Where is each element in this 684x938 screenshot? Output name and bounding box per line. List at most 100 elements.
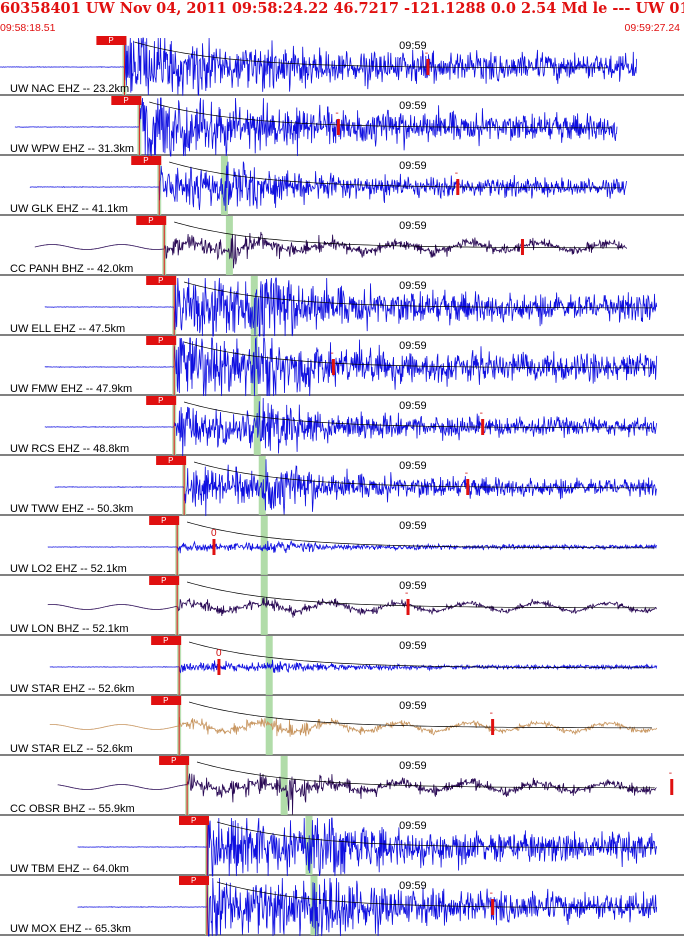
p-pick-box[interactable]: [96, 36, 127, 45]
p-pick-box[interactable]: [156, 456, 187, 465]
coda-decay-curve: [149, 101, 613, 129]
s-arrival-band: [258, 456, 266, 515]
grid-time-label: 09:59: [399, 220, 427, 232]
coda-marker-label: 0: [216, 648, 222, 659]
p-pick-box[interactable]: [149, 516, 180, 525]
p-pick-box[interactable]: [146, 276, 177, 285]
coda-end-marker[interactable]: [670, 779, 674, 795]
coda-end-marker[interactable]: [426, 59, 430, 75]
grid-time-label: 09:59: [399, 700, 427, 712]
station-label: CC OBSR BHZ -- 55.9km: [10, 803, 135, 815]
waveform-trace: [34, 231, 627, 269]
coda-end-marker[interactable]: [491, 899, 495, 915]
s-arrival-band: [220, 156, 228, 215]
waveform-trace: [49, 716, 658, 737]
p-pick-box[interactable]: [149, 576, 180, 585]
p-pick-box[interactable]: [151, 696, 182, 705]
trace-panel-9[interactable]: P -09:59 UW LON BHZ -- 52.1km: [0, 576, 684, 636]
trace-panel-0[interactable]: P -09:59 UW NAC EHZ -- 23.2km: [0, 36, 684, 96]
p-pick-box[interactable]: [159, 756, 190, 765]
grid-time-label: 09:59: [399, 400, 427, 412]
coda-end-marker[interactable]: [217, 659, 221, 675]
p-pick-label: P: [161, 576, 166, 585]
coda-marker-label: -: [669, 768, 672, 779]
station-label: UW NAC EHZ -- 23.2km: [10, 83, 129, 95]
coda-marker-label: -: [425, 48, 428, 59]
trace-panel-12[interactable]: P - 09:59 CC OBSR BHZ -- 55.9km: [0, 756, 684, 816]
trace-panel-7[interactable]: P - 09:59 UW TWW EHZ -- 50.3km: [0, 456, 684, 517]
station-label: UW STAR EHZ -- 52.6km: [10, 683, 134, 695]
p-pick-box[interactable]: [146, 336, 177, 345]
waveform-trace: [14, 97, 618, 157]
coda-end-marker[interactable]: [520, 239, 524, 255]
grid-time-label: 09:59: [399, 280, 427, 292]
p-pick-box[interactable]: [131, 156, 162, 165]
station-label: UW ELL EHZ -- 47.5km: [10, 323, 125, 335]
trace-panel-8[interactable]: P 0 09:59 UW LO2 EHZ -- 52.1km: [0, 516, 684, 576]
s-arrival-band: [225, 216, 233, 275]
p-pick-box[interactable]: [179, 816, 210, 825]
coda-end-marker[interactable]: [466, 479, 470, 495]
trace-panel-2[interactable]: P - 09:59 UW GLK EHZ -- 41.1km: [0, 156, 684, 216]
p-pick-label: P: [171, 756, 176, 765]
p-pick-label: P: [158, 276, 163, 285]
s-arrival-band: [280, 756, 288, 815]
trace-panel-1[interactable]: P - 09:59 UW WPW EHZ -- 31.3km: [0, 96, 684, 157]
trace-panel-10[interactable]: P 0 09:59 UW STAR EHZ -- 52.6km: [0, 636, 684, 696]
coda-decay-curve: [216, 821, 655, 849]
trace-panel-4[interactable]: P 09:59 UW ELL EHZ -- 47.5km: [0, 276, 684, 337]
coda-end-marker[interactable]: [481, 419, 485, 435]
grid-time-label: 09:59: [399, 100, 427, 112]
coda-end-marker[interactable]: [336, 119, 340, 135]
station-label: UW RCS EHZ -- 48.8km: [10, 443, 129, 455]
p-pick-box[interactable]: [111, 96, 142, 105]
trace-panel-3[interactable]: P 09:59 CC PANH BHZ -- 42.0km: [0, 216, 684, 276]
coda-end-marker[interactable]: [212, 539, 216, 555]
waveform-trace: [44, 397, 658, 457]
coda-decay-curve: [184, 401, 652, 429]
p-pick-label: P: [161, 516, 166, 525]
s-arrival-band: [260, 576, 268, 635]
p-pick-label: P: [143, 156, 148, 165]
waveform-trace: [47, 540, 657, 554]
coda-end-marker[interactable]: [456, 179, 460, 195]
coda-marker-label: -: [490, 708, 493, 719]
grid-time-label: 09:59: [399, 580, 427, 592]
waveform-trace: [54, 459, 658, 517]
grid-time-label: 09:59: [399, 520, 427, 532]
p-pick-box[interactable]: [179, 876, 210, 885]
coda-end-marker[interactable]: [491, 719, 495, 735]
station-label: UW WPW EHZ -- 31.3km: [10, 143, 134, 155]
trace-panel-5[interactable]: P - 09:59 UW FMW EHZ -- 47.9km: [0, 336, 684, 397]
p-pick-label: P: [191, 876, 196, 885]
p-pick-box[interactable]: [136, 216, 167, 225]
station-label: UW TBM EHZ -- 64.0km: [10, 863, 129, 875]
coda-end-marker[interactable]: [331, 359, 335, 375]
coda-end-marker[interactable]: [406, 599, 410, 615]
p-pick-box[interactable]: [151, 636, 182, 645]
trace-panel-6[interactable]: P - 09:59 UW RCS EHZ -- 48.8km: [0, 396, 684, 457]
p-pick-label: P: [163, 696, 168, 705]
station-label: UW STAR ELZ -- 52.6km: [10, 743, 133, 755]
p-pick-label: P: [158, 336, 163, 345]
waveform-trace: [44, 277, 658, 337]
coda-decay-curve: [174, 221, 622, 249]
waveform-trace: [57, 772, 657, 815]
trace-panel-11[interactable]: P - 09:59 UW STAR ELZ -- 52.6km: [0, 696, 684, 756]
coda-marker-label: -: [335, 108, 338, 119]
grid-time-label: 09:59: [399, 760, 427, 772]
grid-time-label: 09:59: [399, 40, 427, 52]
trace-panel-14[interactable]: P - 09:59 UW MOX EHZ -- 65.3km: [0, 876, 684, 937]
coda-marker-label: -: [465, 468, 468, 479]
coda-decay-curve: [189, 701, 652, 729]
station-label: CC PANH BHZ -- 42.0km: [10, 263, 133, 275]
p-pick-label: P: [123, 96, 128, 105]
coda-marker-label: -: [330, 348, 333, 359]
s-arrival-band: [265, 696, 273, 755]
waveform-trace: [44, 336, 658, 397]
p-pick-label: P: [163, 636, 168, 645]
p-pick-box[interactable]: [146, 396, 177, 405]
